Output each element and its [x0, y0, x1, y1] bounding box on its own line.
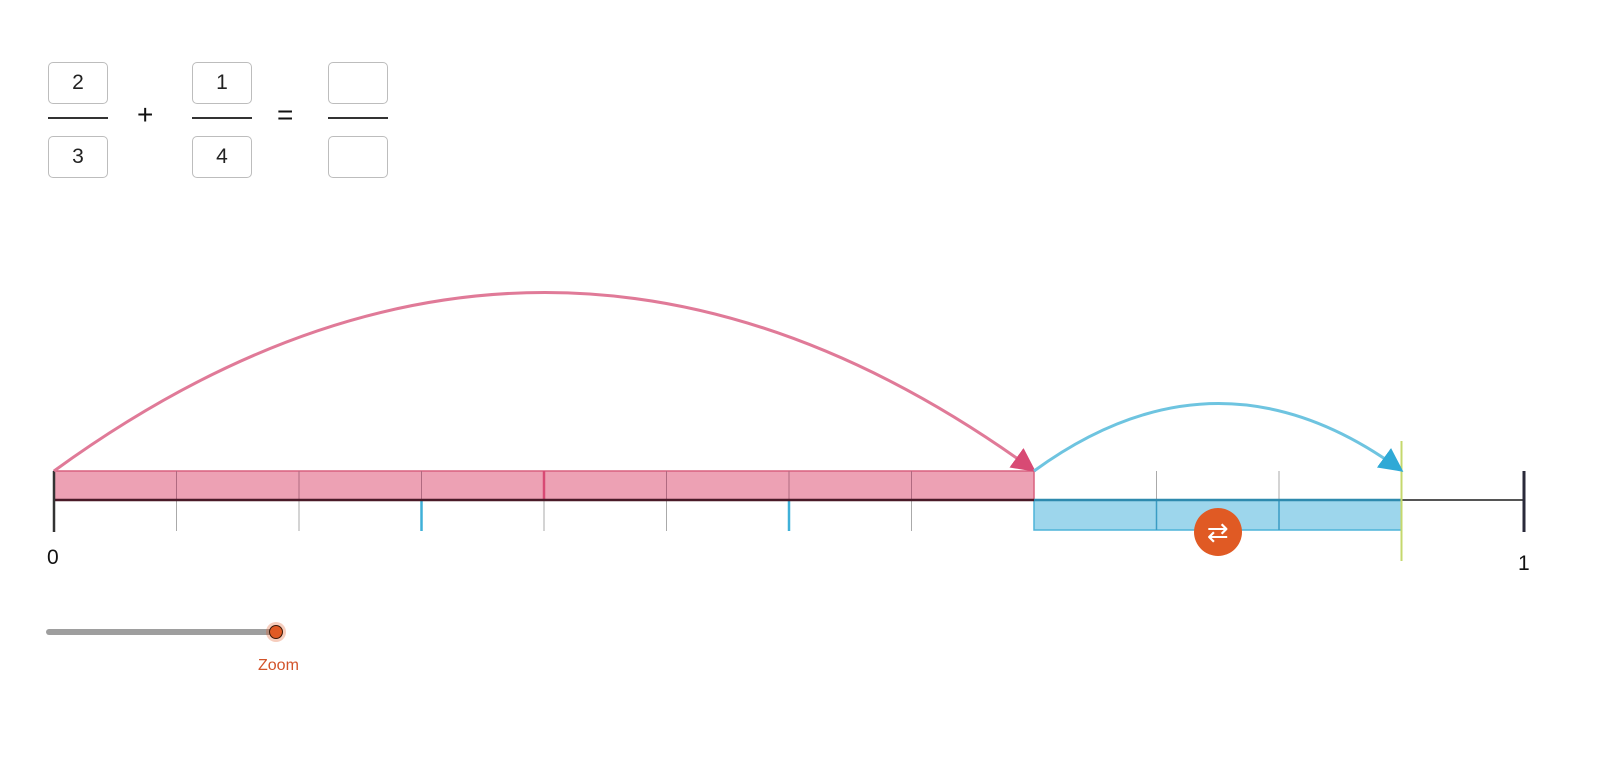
result-numerator-input[interactable] — [328, 62, 388, 104]
fraction-bar — [192, 117, 252, 119]
zoom-label: Zoom — [258, 657, 299, 674]
fraction-2-denominator-input[interactable]: 4 — [192, 136, 252, 178]
slider-knob[interactable] — [266, 622, 286, 642]
fraction-bar — [328, 117, 388, 119]
fraction-bar — [48, 117, 108, 119]
start-label: 0 — [47, 546, 59, 569]
slider-track[interactable] — [46, 629, 278, 635]
second-jump-arrow — [1033, 402, 1404, 473]
fraction-2-numerator-input[interactable]: 1 — [192, 62, 252, 104]
swap-arrows-icon: ⇄ — [1206, 516, 1229, 547]
swap-button[interactable]: ⇄ — [1193, 508, 1242, 556]
fraction-1-numerator-input[interactable]: 2 — [48, 62, 108, 104]
fraction-1-denominator-input[interactable]: 3 — [48, 136, 108, 178]
result-denominator-input[interactable] — [328, 136, 388, 178]
equals-sign: = — [277, 99, 294, 130]
first-jump-arrow — [53, 291, 1036, 473]
plus-operator: + — [137, 99, 154, 130]
end-label: 1 — [1518, 552, 1530, 575]
